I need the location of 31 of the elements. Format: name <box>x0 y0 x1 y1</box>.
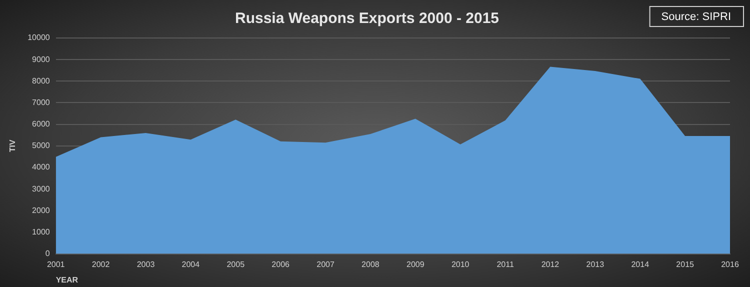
y-axis-title: TIV <box>8 139 18 152</box>
x-tick-label: 2014 <box>631 260 650 269</box>
y-tick-label: 7000 <box>32 98 50 107</box>
y-tick-label: 10000 <box>28 33 50 42</box>
y-tick-label: 4000 <box>32 162 50 172</box>
y-tick-label: 9000 <box>32 54 50 64</box>
x-tick-label: 2002 <box>92 260 110 269</box>
x-tick-label: 2005 <box>226 260 246 269</box>
y-tick-label: 8000 <box>32 76 50 86</box>
y-tick-label: 2000 <box>32 206 50 215</box>
x-tick-label: 2001 <box>46 260 66 269</box>
y-tick-label: 0 <box>45 249 50 258</box>
x-tick-label: 2007 <box>316 260 335 269</box>
y-tick-label: 5000 <box>32 141 50 150</box>
y-tick-label: 1000 <box>32 227 50 236</box>
source-note: Source: SIPRI <box>661 11 732 24</box>
x-tick-label: 2013 <box>586 260 605 269</box>
x-tick-label: 2016 <box>721 260 740 269</box>
x-tick-label: 2004 <box>182 260 200 269</box>
y-tick-label: 6000 <box>32 120 50 129</box>
chart-title: Russia Weapons Exports 2000 - 2015 <box>234 10 500 28</box>
y-tick-label: 3000 <box>32 184 50 194</box>
x-tick-label: 2006 <box>272 260 290 269</box>
x-tick-label: 2010 <box>451 260 470 269</box>
x-tick-label: 2009 <box>406 260 425 269</box>
x-tick-label: 2011 <box>496 260 514 269</box>
x-tick-label: 2003 <box>136 260 156 269</box>
x-tick-label: 2008 <box>362 260 380 269</box>
x-axis-title: YEAR <box>56 275 78 284</box>
x-tick-label: 2012 <box>541 260 560 269</box>
x-tick-label: 2015 <box>676 260 695 269</box>
